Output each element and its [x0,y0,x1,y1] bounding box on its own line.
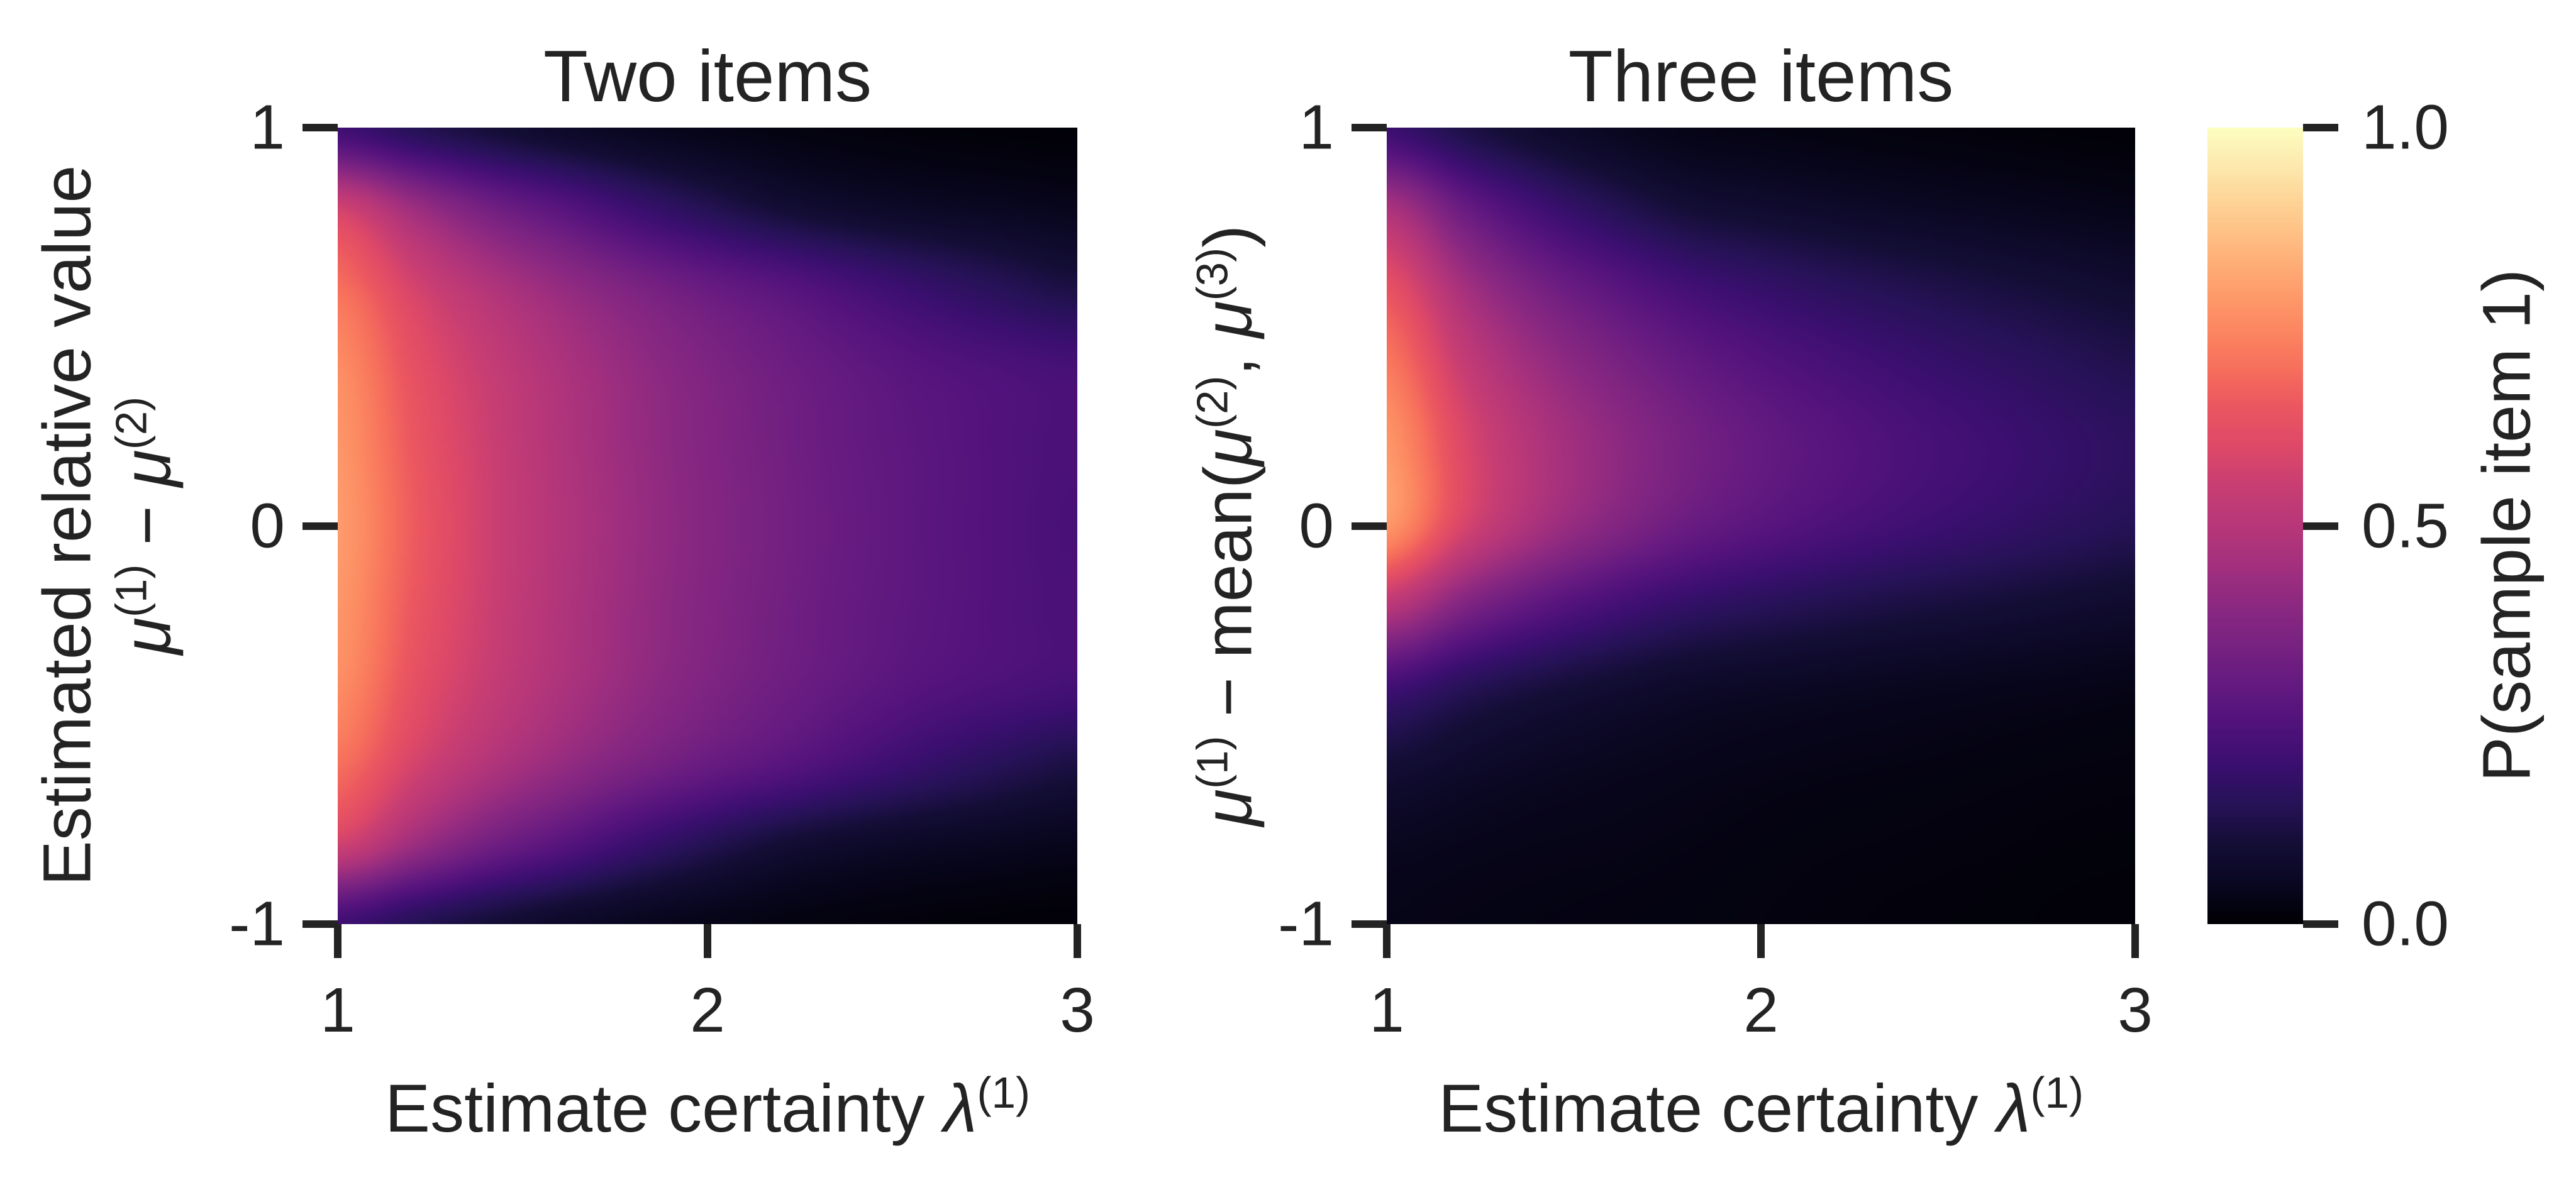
right-y-axis-label: μ(1) − mean(μ(2), μ(3)) [1187,225,1267,826]
two-items-heatmap [338,128,1077,924]
left-y-axis-label-line1: Estimated relative value [28,165,105,886]
left-x-axis-label: Estimate certainty λ(1) [338,1067,1077,1147]
label-fragment: μ [109,617,185,655]
y-tick-mark [1352,124,1387,131]
colorbar-tick-label: 0.5 [2362,490,2450,561]
label-fragment: (1) [106,564,156,618]
colorbar-label: P(sample item 1) [2468,268,2545,783]
x-tick-label: 3 [1060,975,1095,1045]
three-items-plot: 1 2 3 1 0 -1 [1278,92,2153,1046]
x-tick-label: 2 [690,975,725,1045]
label-fragment: Estimate certainty [385,1070,944,1146]
label-fragment: (1) [977,1067,1030,1117]
x-tick-mark [704,924,711,958]
two-items-plot: 1 2 3 1 0 -1 [229,92,1095,1046]
y-tick-mark [1352,920,1387,928]
two-items-title: Two items [543,35,872,117]
left-y-axis-label-line2: μ(1) − μ(2) [107,165,187,886]
label-fragment: − mean( [1189,466,1266,736]
label-fragment: (2) [106,396,156,450]
label-fragment: μ [1189,300,1266,338]
x-tick-mark [1074,924,1081,958]
x-tick-label: 1 [1369,975,1404,1045]
label-fragment: λ [1997,1070,2031,1146]
three-items-title: Three items [1568,35,1954,117]
y-tick-mark [303,920,338,928]
label-fragment: Estimate certainty [1438,1070,1997,1146]
colorbar-tick-mark [2303,124,2338,131]
y-tick-label: 0 [1299,490,1334,561]
colorbar: 1.0 0.5 0.0 [2207,92,2449,959]
x-tick-label: 1 [320,975,355,1045]
x-tick-mark [334,924,341,958]
label-fragment: − [109,487,185,565]
x-tick-mark [1383,924,1391,958]
left-y-axis-label: Estimated relative value μ(1) − μ(2) [27,165,187,886]
colorbar-tick-label: 1.0 [2362,92,2450,163]
label-fragment: (1) [2030,1067,2084,1117]
y-tick-label: 0 [250,490,285,561]
x-tick-mark [2131,924,2139,958]
colorbar-tick-mark [2303,522,2338,530]
y-tick-mark [303,124,338,131]
y-tick-label: 1 [250,92,285,163]
label-fragment: μ [1189,788,1266,827]
label-fragment: λ [943,1070,977,1146]
y-tick-label: 1 [1299,92,1334,163]
y-tick-label: -1 [229,888,285,959]
label-fragment: (1) [1187,736,1237,789]
colorbar-tick-mark [2303,920,2338,928]
y-tick-mark [303,522,338,530]
colorbar-gradient [2207,128,2303,924]
three-items-heatmap [1387,128,2135,924]
x-tick-label: 2 [1743,975,1779,1045]
x-tick-label: 3 [2118,975,2153,1045]
label-fragment: ) [1189,224,1266,248]
label-fragment: , [1189,338,1266,376]
y-tick-mark [1352,522,1387,530]
y-tick-label: -1 [1278,888,1334,959]
right-x-axis-label: Estimate certainty λ(1) [1387,1067,2135,1147]
label-fragment: (3) [1187,247,1237,301]
x-tick-mark [1757,924,1765,958]
colorbar-tick-label: 0.0 [2362,888,2450,959]
label-fragment: (2) [1187,375,1237,429]
label-fragment: μ [109,449,185,487]
label-fragment: μ [1189,429,1266,466]
